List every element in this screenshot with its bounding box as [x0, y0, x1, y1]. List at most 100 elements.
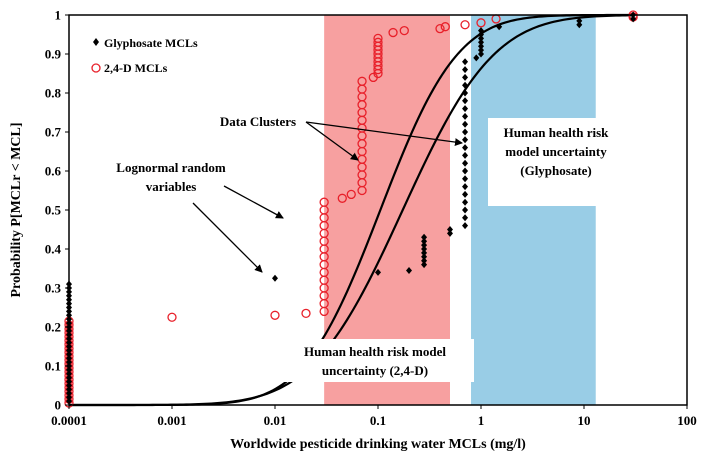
point-24d	[270, 310, 280, 320]
point-glyphosate	[421, 241, 428, 249]
y-tick-label: 0.7	[45, 125, 62, 140]
point-glyphosate	[421, 249, 428, 257]
annotation-lognormal-line2: variables	[146, 179, 197, 194]
point-glyphosate	[462, 151, 469, 159]
point-glyphosate	[406, 266, 413, 274]
x-tick-label: 0.001	[157, 413, 186, 428]
point-glyphosate	[473, 54, 480, 62]
point-glyphosate	[462, 97, 469, 105]
x-axis-title: Worldwide pesticide drinking water MCLs …	[230, 437, 526, 452]
y-tick-label: 1	[55, 8, 62, 23]
point-glyphosate	[478, 27, 484, 35]
annotation-data-clusters: Data Clusters	[220, 114, 296, 129]
point-glyphosate	[630, 15, 637, 23]
point-glyphosate	[421, 253, 428, 261]
point-glyphosate	[478, 34, 484, 42]
hh-glyphosate-label-bg	[488, 118, 624, 206]
point-glyphosate	[462, 66, 469, 74]
arrow-data-clusters-to-24d	[305, 121, 359, 161]
annotation-hh-glyphosate-line3: (Glyphosate)	[520, 163, 592, 178]
legend: Glyphosate MCLs 2,4-D MCLs	[91, 36, 198, 75]
point-24d	[435, 23, 445, 34]
point-glyphosate	[462, 144, 469, 152]
point-24d	[476, 18, 486, 28]
point-24d	[388, 27, 398, 38]
point-24d	[337, 193, 347, 203]
y-tick-label: 0.1	[45, 359, 61, 374]
point-glyphosate	[462, 136, 469, 144]
point-glyphosate	[462, 159, 469, 167]
point-glyphosate	[462, 89, 469, 97]
y-tick-label: 0.9	[45, 47, 62, 62]
point-24d	[373, 37, 383, 47]
point-glyphosate	[462, 183, 469, 191]
point-glyphosate	[421, 233, 428, 241]
point-glyphosate	[272, 274, 278, 282]
band-glyphosate	[471, 15, 596, 405]
x-tick-label: 1	[478, 413, 485, 428]
point-24d	[399, 25, 409, 36]
y-tick-label: 0.3	[45, 281, 62, 296]
y-tick-label: 0.4	[45, 242, 62, 257]
point-glyphosate	[462, 128, 469, 136]
point-glyphosate	[446, 226, 453, 233]
arrow-data-clusters-to-glyphosate	[305, 121, 463, 147]
legend-glyphosate-label: Glyphosate MCLs	[104, 36, 198, 50]
point-glyphosate	[462, 222, 469, 230]
point-glyphosate	[421, 245, 428, 253]
legend-24d-label: 2,4-D MCLs	[104, 61, 168, 75]
point-24d	[346, 189, 356, 200]
point-24d	[301, 308, 311, 319]
point-glyphosate	[446, 229, 453, 237]
point-glyphosate	[421, 261, 428, 269]
point-glyphosate	[478, 50, 484, 58]
point-glyphosate	[421, 257, 428, 265]
point-glyphosate	[478, 31, 484, 38]
point-glyphosate	[462, 190, 469, 198]
point-24d	[357, 76, 367, 86]
point-glyphosate	[478, 42, 484, 50]
annotation-lognormal-line1: Lognormal random	[116, 160, 226, 175]
point-glyphosate	[478, 46, 484, 54]
x-tick-label: 0.01	[264, 413, 287, 428]
annotation-hh-24d-line1: Human health risk model	[304, 344, 446, 359]
point-24d	[319, 197, 329, 207]
y-tick-label: 0.2	[45, 320, 61, 335]
point-glyphosate	[421, 237, 428, 245]
point-glyphosate	[576, 21, 583, 29]
point-glyphosate	[496, 23, 503, 31]
arrow-lognormal-to-steep-curve	[223, 185, 284, 219]
hh-24d-label-bg	[276, 339, 474, 382]
point-glyphosate	[462, 120, 469, 128]
point-glyphosate	[462, 105, 469, 113]
tick-labels: 0.0001 0.001 0.01 0.1 1 10 100 0 0.1 0.2 0.3 0.4 0.5…	[45, 8, 697, 429]
annotation-hh-24d-line2: uncertainty (2,4-D)	[322, 363, 428, 378]
point-glyphosate	[375, 268, 381, 276]
x-tick-label: 10	[578, 413, 591, 428]
point-24d	[440, 22, 450, 32]
point-glyphosate	[462, 214, 469, 222]
point-glyphosate	[462, 58, 469, 66]
y-axis-title: Probability P[MCLr < MCL]	[9, 122, 24, 297]
legend-glyphosate-marker	[93, 38, 99, 46]
point-24d	[373, 33, 383, 44]
x-tick-label: 100	[677, 413, 697, 428]
annotation-hh-glyphosate-line1: Human health risk	[504, 125, 610, 140]
arrow-lognormal-to-shallow-curve	[192, 202, 263, 273]
point-24d	[167, 312, 177, 322]
point-glyphosate	[462, 206, 469, 214]
x-tick-label: 0.0001	[51, 413, 87, 428]
y-tick-label: 0	[55, 398, 62, 413]
y-tick-label: 0.6	[45, 164, 62, 179]
point-glyphosate	[462, 175, 469, 183]
point-glyphosate	[576, 17, 583, 25]
y-tick-label: 0.8	[45, 86, 62, 101]
point-glyphosate	[462, 81, 469, 89]
point-24d	[460, 20, 470, 30]
annotation-hh-glyphosate-line2: model uncertainty	[505, 144, 607, 159]
y-tick-label: 0.5	[45, 203, 62, 218]
point-glyphosate	[462, 167, 469, 175]
point-glyphosate	[478, 38, 484, 46]
point-glyphosate	[462, 73, 469, 81]
